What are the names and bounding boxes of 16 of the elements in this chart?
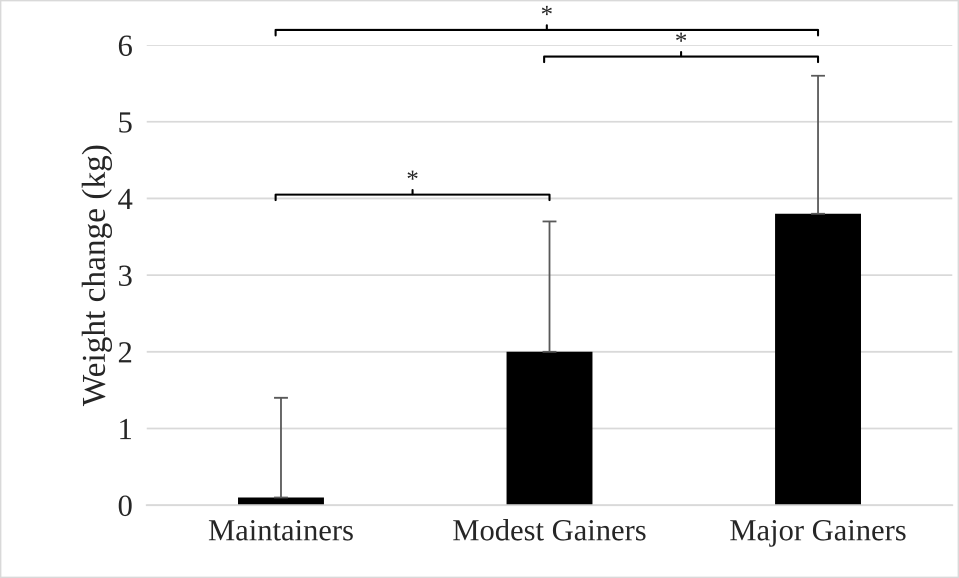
text: * — [676, 32, 686, 42]
x-tick-label: Modest Gainers — [453, 519, 646, 541]
y-tick-label: 0 — [118, 495, 132, 516]
y-tick-label: 2 — [118, 342, 132, 362]
annotation: * — [408, 170, 418, 180]
y-tick-label: 4 — [118, 188, 132, 210]
text: * — [542, 6, 552, 16]
bar — [775, 214, 861, 506]
bar — [506, 352, 592, 506]
y-tick-label: 5 — [119, 112, 132, 133]
x-tick-label: Major Gainers — [730, 520, 906, 547]
y-axis-title: Weight change (kg) — [82, 146, 112, 406]
y-tick-label: 3 — [119, 265, 132, 286]
y-tick-label: 1 — [120, 418, 132, 440]
y-tick-label: 6 — [118, 35, 132, 56]
x-tick-label: Maintainers — [208, 520, 353, 541]
